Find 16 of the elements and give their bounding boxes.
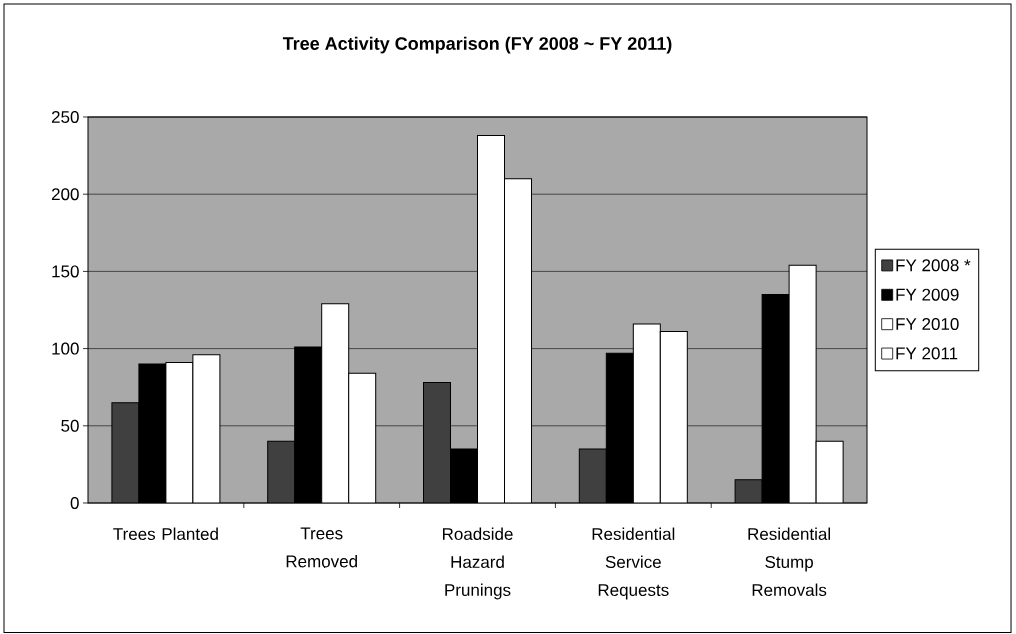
y-tick-label: 150 — [52, 265, 79, 278]
y-tick-label: 250 — [51, 110, 79, 124]
x-tick-label: Roadside Hazard Prunings — [442, 527, 513, 600]
chart-title: Tree Activity Comparison (FY 2008 ~ FY 2011) — [282, 36, 672, 54]
y-tick-label: 50 — [61, 419, 79, 432]
legend-label: FY 2009 — [896, 288, 959, 301]
x-tick-label: Residential Stump Removals — [748, 527, 830, 597]
y-tick-label: 200 — [51, 188, 79, 201]
legend-label: FY 2008 * — [896, 259, 971, 272]
x-tick-label: Residential Service Requests — [592, 527, 675, 600]
x-tick-label: Trees Removed — [286, 527, 357, 568]
legend-label: FY 2010 — [896, 318, 959, 331]
x-tick-label: Trees Planted — [113, 527, 218, 541]
legend-label: FY 2011 — [896, 347, 958, 360]
y-tick-label: 100 — [52, 342, 79, 355]
y-tick-label: 0 — [70, 496, 79, 510]
